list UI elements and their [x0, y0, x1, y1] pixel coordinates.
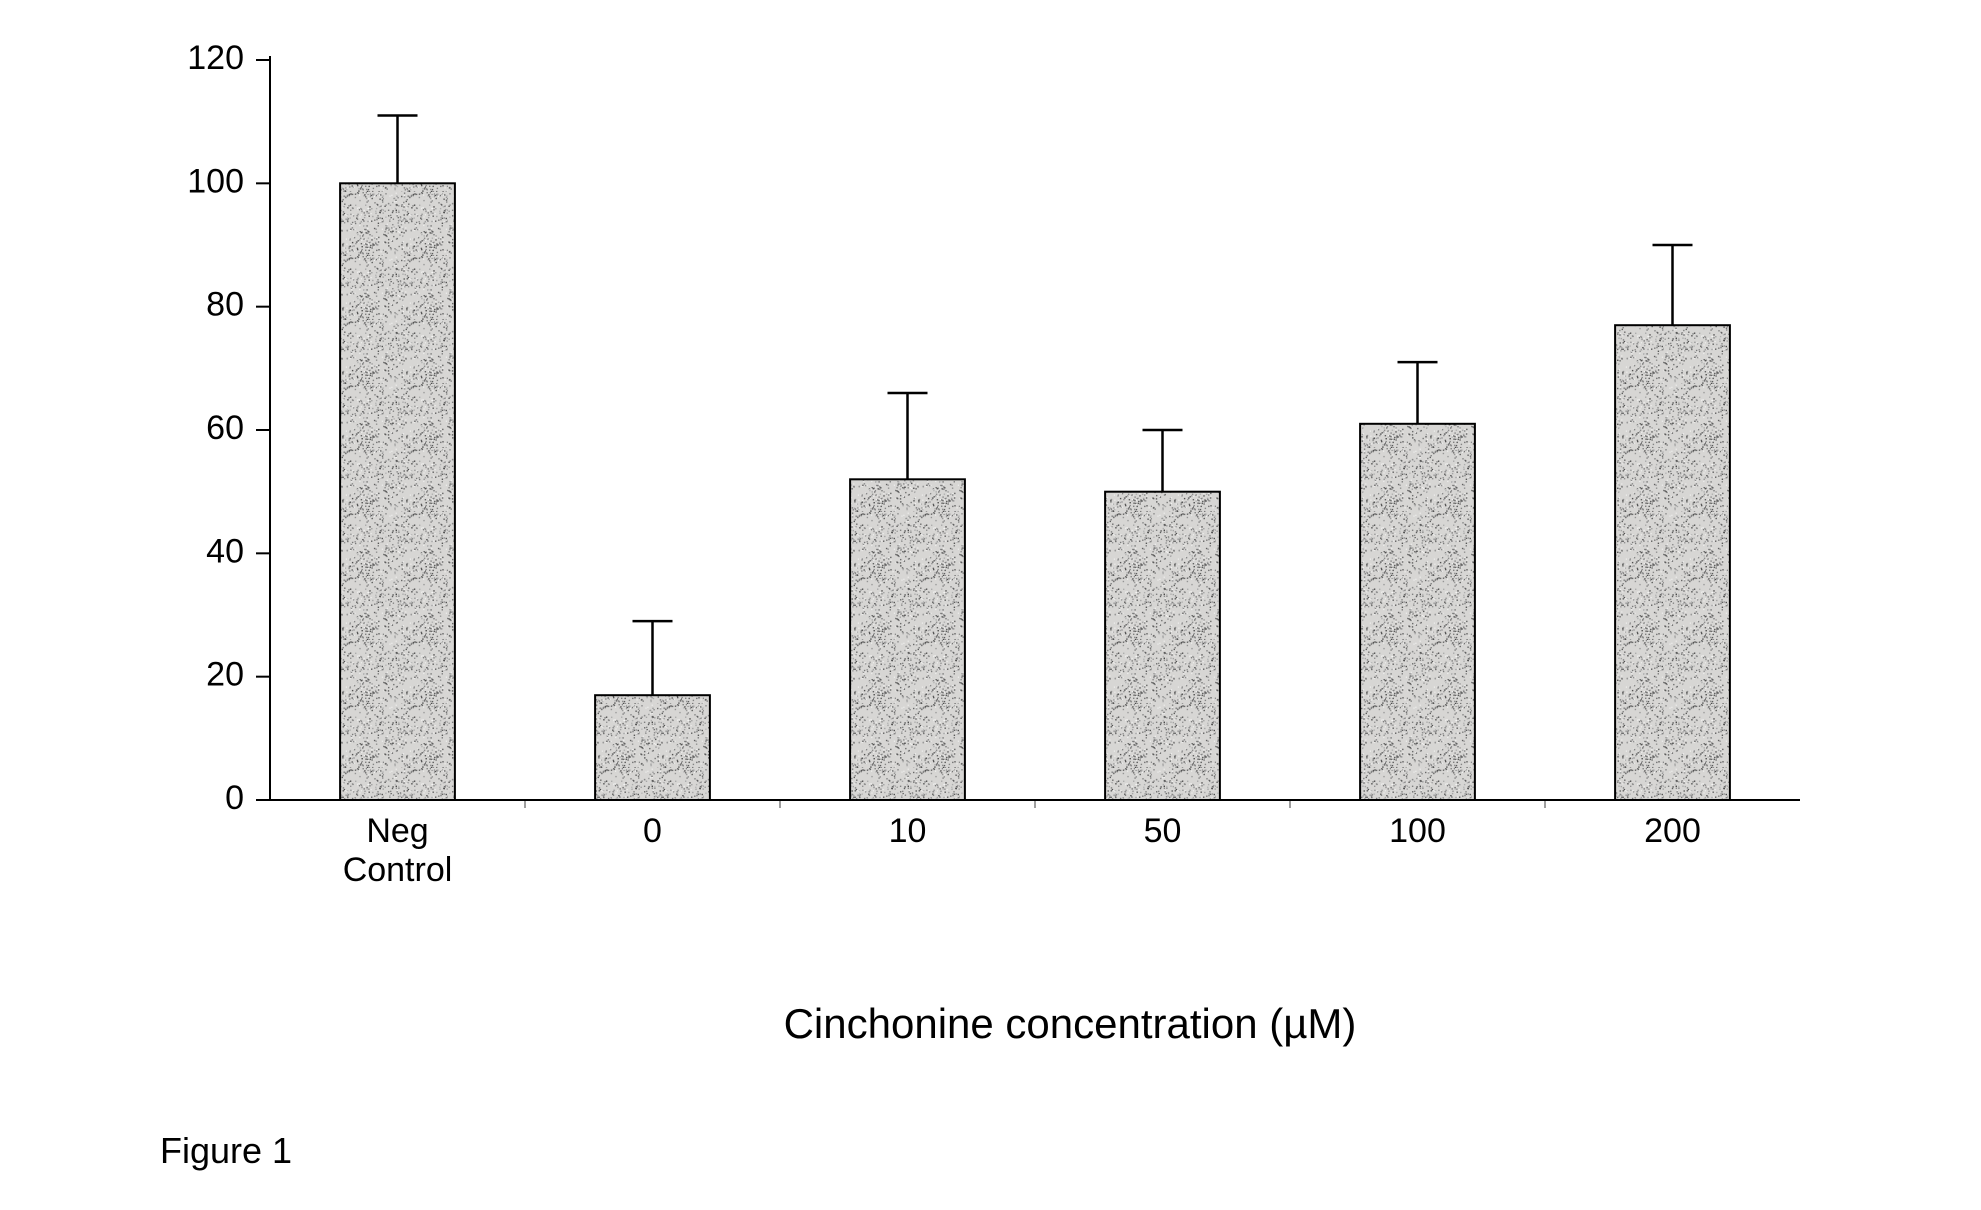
bar — [850, 479, 965, 800]
bar-chart-svg: 0 20 40 60 80 100 120 NegControl 0 10 50 100 200 — [0, 0, 1860, 960]
bar — [340, 183, 455, 800]
bar — [1615, 325, 1730, 800]
x-tick-label: 100 — [1389, 812, 1446, 850]
bar — [1360, 424, 1475, 800]
y-tick-label: 0 — [225, 779, 244, 817]
figure-label: Figure 1 — [160, 1130, 292, 1172]
y-tick-label: 20 — [206, 656, 244, 694]
x-tick-label: 0 — [643, 812, 662, 850]
y-tick-label: 40 — [206, 532, 244, 570]
x-tick-label: 50 — [1144, 812, 1182, 850]
bar — [1105, 492, 1220, 800]
y-tick-label: 60 — [206, 409, 244, 447]
bar-chart: 0 20 40 60 80 100 120 NegControl 0 10 50 100 200 — [0, 0, 1860, 965]
x-tick-label: 10 — [889, 812, 927, 850]
x-tick-label: NegControl — [343, 812, 453, 889]
page-root: 0 20 40 60 80 100 120 NegControl 0 10 50 100 200 Cin… — [0, 0, 1981, 1210]
bar — [595, 695, 710, 800]
x-tick-label: 200 — [1644, 812, 1701, 850]
y-tick-label: 100 — [187, 162, 244, 200]
y-tick-label: 80 — [206, 286, 244, 324]
y-tick-label: 120 — [187, 39, 244, 77]
x-axis-title: Cinchonine concentration (µM) — [520, 1000, 1620, 1048]
